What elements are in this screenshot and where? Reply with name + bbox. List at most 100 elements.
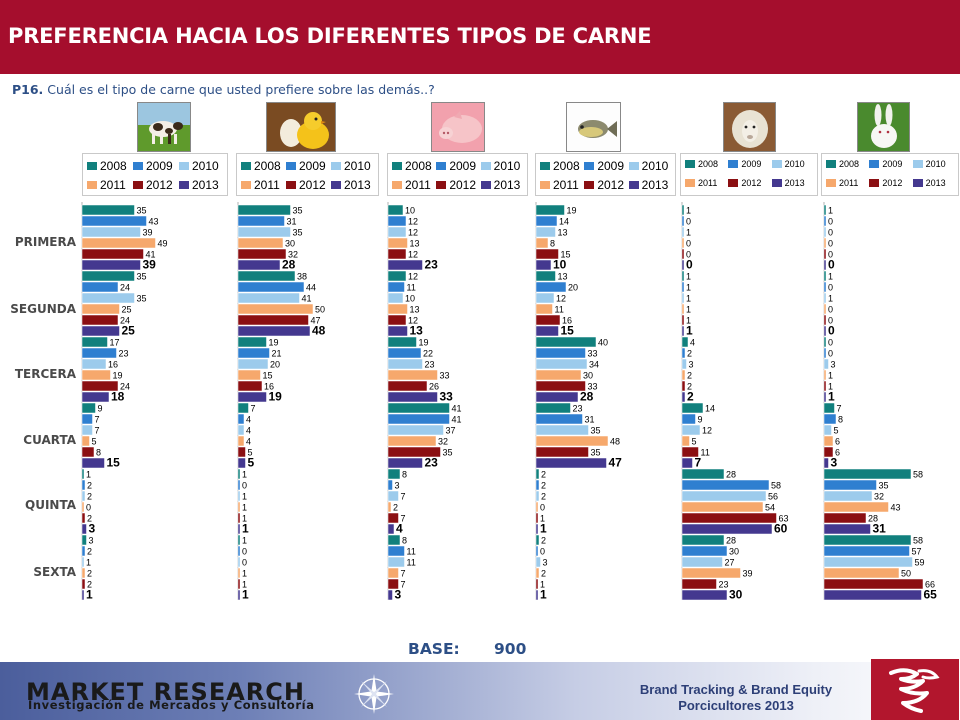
bar-value-label: 8 — [838, 415, 843, 425]
legend-label: 2010 — [493, 159, 521, 173]
legend-swatch — [179, 181, 189, 189]
bar-value-label: 12 — [556, 294, 566, 304]
legend-label: 2013 — [344, 178, 371, 192]
bar-2010-cuarta — [387, 424, 444, 436]
bar-2008-quinta — [823, 468, 912, 480]
bar-2012-cuarta — [535, 446, 589, 458]
legend-swatch — [436, 162, 447, 170]
bar-value-label: 4 — [246, 426, 251, 436]
legend-panel-3: 2008 2009 2010 2011 2012 2013 — [387, 153, 528, 196]
legend-swatch — [826, 179, 836, 187]
bar-2012-sexta — [823, 578, 924, 590]
bar-value-label: 14 — [705, 404, 715, 414]
bar-value-label: 0 — [828, 316, 833, 326]
legend-swatch — [869, 179, 880, 187]
bar-value-label: 1 — [242, 492, 247, 502]
bar-2010-cuarta — [237, 424, 245, 436]
bar-2011-sexta — [237, 567, 241, 579]
bar-2011-tercera — [823, 369, 827, 381]
legend-item-2013: 2013 — [179, 178, 219, 192]
legend-label: 2009 — [299, 159, 326, 173]
bar-value-label: 0 — [686, 217, 691, 227]
bar-2010-tercera — [681, 358, 687, 370]
legend-label: 2012 — [299, 178, 326, 192]
legend-item-2008: 2008 — [685, 159, 718, 169]
bar-value-label: 1 — [828, 390, 835, 404]
compass-icon — [354, 674, 394, 714]
bar-value-label: 0 — [828, 305, 833, 315]
bar-value-label: 19 — [113, 371, 123, 381]
bar-value-label: 48 — [312, 324, 326, 338]
bar-value-label: 1 — [828, 206, 833, 216]
bar-2013-primera — [237, 259, 281, 271]
legend-label: 2010 — [344, 159, 371, 173]
bar-value-label: 8 — [96, 448, 101, 458]
legend-swatch — [133, 181, 143, 189]
bar-2010-primera — [387, 226, 407, 238]
bar-value-label: 11 — [555, 305, 564, 315]
bar-value-label: 6 — [835, 437, 840, 447]
bar-2013-primera — [535, 259, 552, 271]
bar-value-label: 10 — [553, 258, 567, 272]
bar-value-label: 1 — [242, 522, 249, 536]
bar-value-label: 12 — [408, 250, 418, 260]
bar-value-label: 3 — [89, 536, 94, 546]
bar-value-label: 8 — [550, 239, 555, 249]
legend-item-2012: 2012 — [133, 178, 173, 192]
legend-item-2011: 2011 — [685, 178, 717, 188]
legend-swatch — [480, 162, 491, 170]
bar-2011-tercera — [81, 369, 111, 381]
bar-value-label: 34 — [589, 360, 599, 370]
legend-swatch — [912, 160, 923, 168]
bar-2012-cuarta — [823, 446, 834, 458]
legend-item-2013: 2013 — [480, 178, 520, 192]
bar-2009-sexta — [823, 545, 910, 557]
bar-value-label: 47 — [609, 456, 623, 470]
bar-value-label: 1 — [242, 588, 249, 602]
bar-value-label: 13 — [558, 228, 568, 238]
bar-2013-segunda — [237, 325, 311, 337]
bar-2013-quinta — [823, 523, 871, 535]
bar-2013-cuarta — [535, 457, 607, 469]
row-label-cuarta: CUARTA — [23, 433, 76, 447]
legend-swatch — [241, 162, 251, 170]
bar-2012-sexta — [535, 578, 539, 590]
bar-value-label: 28 — [868, 514, 878, 524]
legend-item-2009: 2009 — [133, 159, 173, 173]
bar-2013-tercera — [237, 391, 267, 403]
bar-2013-quinta — [535, 523, 539, 535]
legend-swatch — [628, 181, 639, 189]
legend-label: 2011 — [553, 178, 579, 192]
bar-value-label: 30 — [729, 588, 743, 602]
bar-value-label: 48 — [610, 437, 620, 447]
brand-name: MARKET RESEARCH — [26, 678, 305, 706]
company-logo — [871, 659, 959, 720]
bar-value-label: 2 — [87, 580, 92, 590]
legend-label: 2013 — [192, 178, 219, 192]
bar-value-label: 11 — [701, 448, 710, 458]
bar-value-label: 1 — [242, 536, 247, 546]
bar-2008-segunda — [81, 270, 135, 282]
legend-panel-2: 2008 2009 2010 2011 2012 2013 — [236, 153, 379, 196]
bar-2012-tercera — [681, 380, 686, 392]
legend-item-2012: 2012 — [584, 178, 624, 192]
bar-2011-cuarta — [387, 435, 437, 447]
bar-2009-cuarta — [681, 413, 696, 425]
bar-value-label: 35 — [879, 481, 889, 491]
bar-value-label: 58 — [913, 536, 923, 546]
bar-2013-segunda — [823, 325, 827, 337]
legend-item-2010: 2010 — [331, 159, 371, 173]
bar-2012-quinta — [681, 512, 777, 524]
bar-2011-segunda — [237, 303, 314, 315]
bar-value-label: 2 — [393, 503, 398, 513]
bar-2012-primera — [237, 248, 287, 260]
bar-2010-sexta — [387, 556, 405, 568]
bar-value-label: 58 — [913, 470, 923, 480]
bar-value-label: 1 — [540, 588, 547, 602]
legend-label: 2011 — [100, 178, 126, 192]
bar-value-label: 23 — [425, 360, 435, 370]
bar-value-label: 0 — [86, 503, 91, 513]
bar-value-label: 8 — [402, 536, 407, 546]
bar-value-label: 41 — [452, 415, 462, 425]
